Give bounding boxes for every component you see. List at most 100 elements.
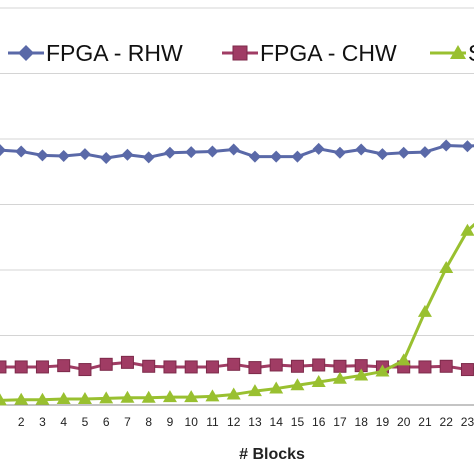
data-point — [14, 360, 28, 374]
data-point — [375, 364, 390, 377]
data-point — [14, 392, 29, 405]
data-point — [396, 353, 411, 366]
data-point — [100, 151, 113, 164]
data-point — [461, 140, 474, 153]
x-tick-label: 7 — [124, 415, 131, 429]
x-tick-label: 6 — [103, 415, 110, 429]
data-point — [418, 146, 431, 159]
series-2 — [0, 355, 474, 377]
data-point — [440, 139, 453, 152]
x-tick-label: 9 — [167, 415, 174, 429]
data-point — [142, 359, 156, 373]
x-tick-label: 14 — [270, 415, 284, 429]
legend-chw-marker — [232, 45, 248, 61]
x-tick-label: 15 — [291, 415, 305, 429]
data-point — [269, 381, 284, 394]
data-point — [35, 392, 50, 405]
legend-item-third: S — [430, 40, 474, 66]
legend-item-rhw: FPGA - RHW — [8, 40, 183, 66]
data-point — [205, 360, 219, 374]
data-point — [15, 145, 28, 158]
x-tick-label: 22 — [440, 415, 454, 429]
data-point — [0, 393, 7, 406]
data-point — [35, 360, 49, 374]
x-tick-label: 5 — [82, 415, 89, 429]
legend-third-label: S — [468, 40, 474, 66]
data-point — [248, 361, 262, 375]
x-tick-label: 4 — [60, 415, 67, 429]
data-point — [99, 391, 114, 404]
data-point — [0, 144, 6, 157]
data-point — [57, 150, 70, 163]
x-tick-label: 23 — [461, 415, 474, 429]
data-point — [185, 146, 198, 159]
data-point — [269, 358, 283, 372]
legend-rhw-label: FPGA - RHW — [46, 40, 183, 66]
data-point — [417, 304, 432, 317]
data-point — [311, 375, 326, 388]
data-point — [57, 359, 71, 373]
data-point — [333, 359, 347, 373]
x-tick-labels: 23456789101112131415161718192021222324 — [18, 415, 474, 429]
data-point — [77, 392, 92, 405]
data-point — [354, 368, 369, 381]
x-tick-label: 13 — [248, 415, 262, 429]
legend-chw-label: FPGA - CHW — [260, 40, 397, 66]
x-tick-label: 8 — [145, 415, 152, 429]
data-point — [120, 355, 134, 369]
data-point — [162, 390, 177, 403]
x-axis-title: # Blocks — [239, 446, 305, 463]
data-point — [333, 146, 346, 159]
data-point — [142, 151, 155, 164]
gridlines — [0, 7, 474, 336]
data-point — [163, 360, 177, 374]
series-3 — [0, 222, 474, 406]
data-point — [397, 146, 410, 159]
data-point — [78, 363, 92, 377]
data-point — [99, 357, 113, 371]
x-tick-label: 10 — [185, 415, 199, 429]
data-point — [121, 148, 134, 161]
data-point — [205, 389, 220, 402]
data-point — [227, 357, 241, 371]
data-point — [56, 392, 71, 405]
data-point — [184, 390, 199, 403]
data-point — [376, 148, 389, 161]
data-point — [247, 384, 262, 397]
data-point — [78, 148, 91, 161]
x-tick-label: 21 — [418, 415, 432, 429]
legend-rhw-marker — [18, 45, 34, 61]
data-point — [439, 359, 453, 373]
data-point — [206, 145, 219, 158]
x-tick-label: 12 — [227, 415, 241, 429]
data-point — [460, 363, 474, 377]
x-tick-label: 3 — [39, 415, 46, 429]
data-point — [312, 358, 326, 372]
data-point — [460, 223, 474, 236]
data-point — [332, 371, 347, 384]
x-tick-label: 18 — [355, 415, 369, 429]
legend-third-marker — [450, 45, 466, 59]
data-point — [227, 143, 240, 156]
legend-item-chw: FPGA - CHW — [222, 40, 397, 66]
data-point — [226, 387, 241, 400]
x-tick-label: 19 — [376, 415, 390, 429]
data-point — [36, 149, 49, 162]
legend: FPGA - RHW FPGA - CHW S — [8, 40, 474, 66]
series-1 — [0, 139, 474, 164]
data-point — [0, 360, 7, 374]
data-point — [248, 150, 261, 163]
data-point — [418, 360, 432, 374]
data-point — [141, 390, 156, 403]
data-point — [355, 143, 368, 156]
data-point — [290, 378, 305, 391]
data-point — [312, 142, 325, 155]
x-tick-label: 20 — [397, 415, 411, 429]
data-point — [270, 150, 283, 163]
series-layer — [0, 139, 474, 406]
x-tick-label: 17 — [333, 415, 347, 429]
x-tick-label: 2 — [18, 415, 25, 429]
data-point — [163, 146, 176, 159]
